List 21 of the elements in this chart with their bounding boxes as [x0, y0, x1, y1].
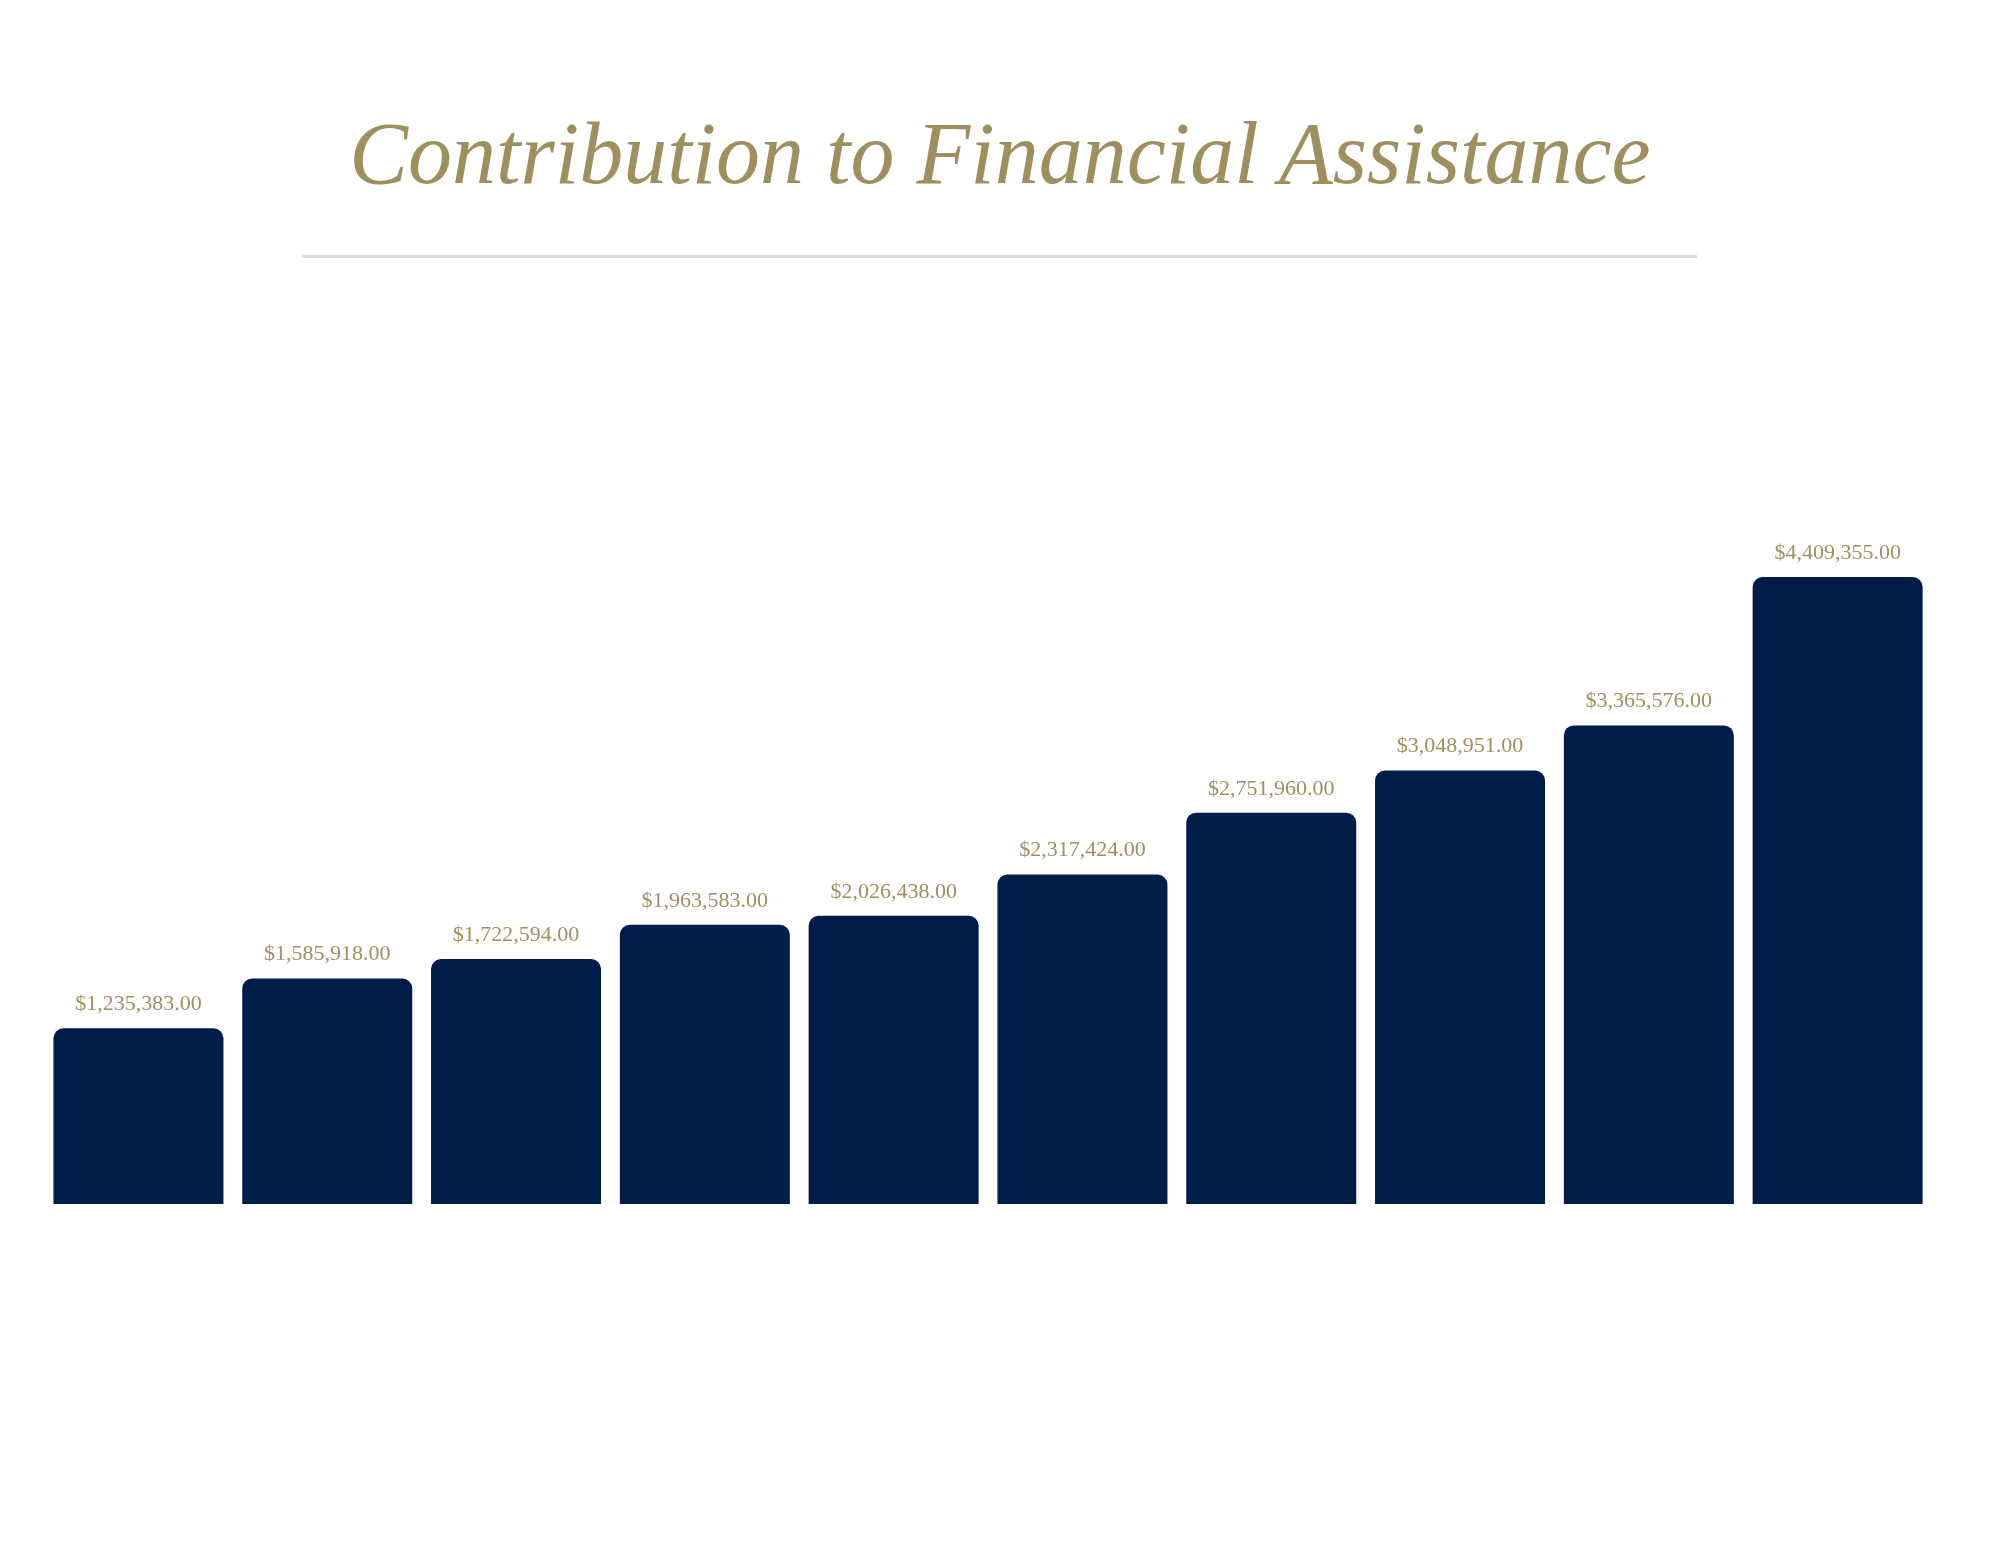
data-label: $4,409,355.00 [1774, 539, 1901, 564]
bar [1186, 812, 1357, 1204]
bar [997, 874, 1168, 1204]
data-label: $1,235,383.00 [75, 990, 202, 1016]
bar [619, 924, 790, 1204]
data-label: $2,317,424.00 [1019, 836, 1146, 862]
bar [1375, 770, 1546, 1204]
data-label: $3,048,951.00 [1396, 732, 1524, 758]
bar [53, 1028, 224, 1204]
data-label: $1,963,583.00 [641, 886, 769, 912]
data-label: $2,751,960.00 [1207, 774, 1335, 800]
bar [808, 915, 979, 1204]
chart-title: Contribution to Financial Assistance [348, 104, 1652, 204]
bar [1563, 725, 1734, 1204]
data-label: $1,585,918.00 [263, 940, 391, 966]
data-label: $3,365,576.00 [1585, 687, 1713, 713]
data-label: $2,026,438.00 [830, 877, 957, 903]
bar [242, 978, 413, 1204]
bar [431, 959, 602, 1204]
data-label: $1,722,594.00 [452, 921, 580, 947]
bar [1752, 577, 1923, 1204]
